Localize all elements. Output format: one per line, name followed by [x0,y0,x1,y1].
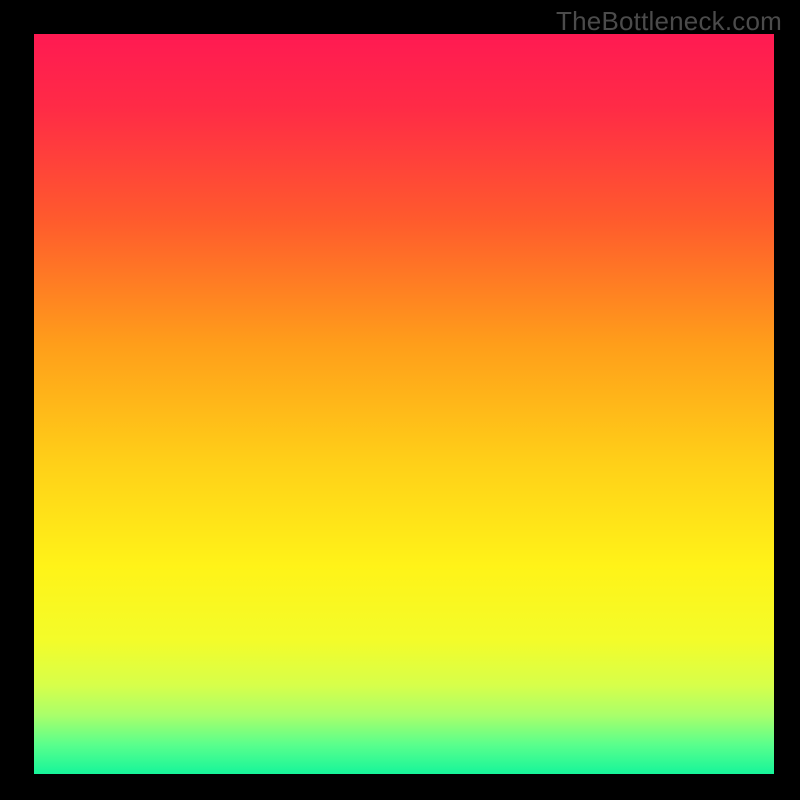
chart-root: TheBottleneck.com [0,0,800,800]
background-gradient [34,34,774,774]
plot-area [34,34,774,774]
watermark-text: TheBottleneck.com [556,6,782,37]
